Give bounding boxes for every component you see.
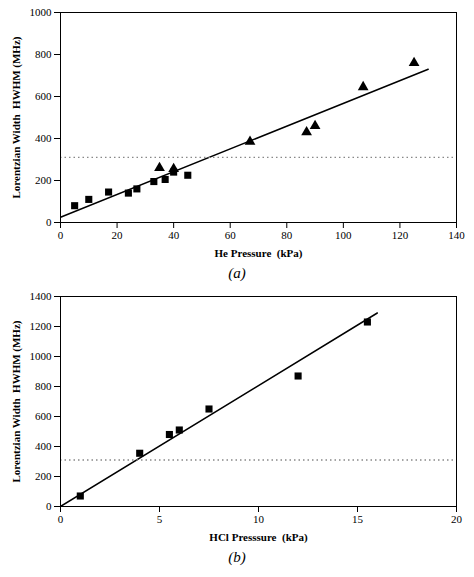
svg-text:200: 200: [35, 174, 52, 186]
svg-text:1000: 1000: [30, 6, 53, 18]
html-text:(b): (b): [228, 549, 246, 565]
svg-text:5: 5: [157, 513, 163, 525]
svg-text:800: 800: [35, 380, 52, 392]
svg-text:100: 100: [335, 229, 352, 241]
svg-text:60: 60: [225, 229, 237, 241]
svg-text:140: 140: [448, 229, 465, 241]
svg-text:400: 400: [35, 440, 52, 452]
svg-text:600: 600: [35, 90, 52, 102]
html-text:(a): (a): [228, 265, 246, 281]
svg-text:10: 10: [253, 513, 265, 525]
svg-text:20: 20: [451, 513, 463, 525]
svg-text:80: 80: [281, 229, 293, 241]
svg-text:0: 0: [46, 500, 52, 512]
svg-text:400: 400: [35, 132, 52, 144]
svg-text:200: 200: [35, 470, 52, 482]
svg-text:15: 15: [352, 513, 364, 525]
svg-text:120: 120: [392, 229, 409, 241]
svg-text:600: 600: [35, 410, 52, 422]
svg-text:20: 20: [112, 229, 124, 241]
svg-text:0: 0: [46, 216, 52, 228]
svg-text:1400: 1400: [30, 290, 53, 302]
svg-text:0: 0: [58, 229, 64, 241]
svg-text:Lorentzian Width HWHM (MHz): Lorentzian Width HWHM (MHz): [10, 36, 23, 198]
svg-text:1000: 1000: [30, 350, 53, 362]
svg-text:HCl Presssure (kPa): HCl Presssure (kPa): [209, 531, 308, 544]
svg-text:Lorentzian Width HWHM (MHz): Lorentzian Width HWHM (MHz): [10, 320, 23, 482]
svg-text:40: 40: [168, 229, 180, 241]
svg-text:0: 0: [58, 513, 64, 525]
svg-text:800: 800: [35, 48, 52, 60]
svg-text:He Pressure (kPa): He Pressure (kPa): [215, 247, 303, 260]
svg-text:1200: 1200: [30, 320, 53, 332]
